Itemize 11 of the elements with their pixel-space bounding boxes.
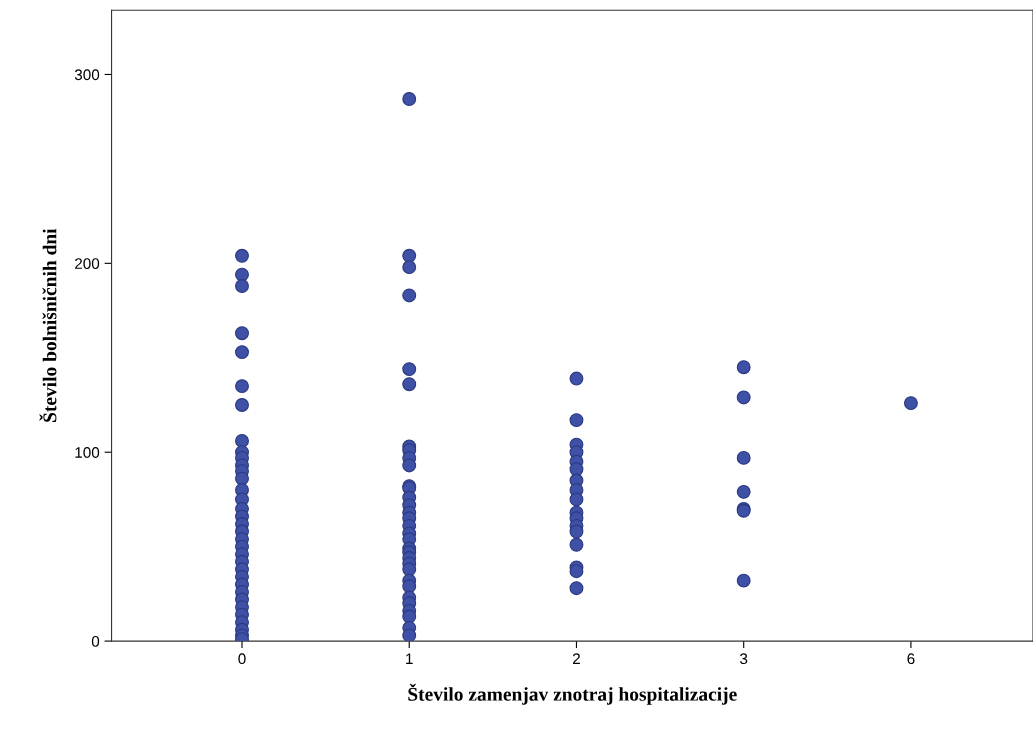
x-axis-title: Število zamenjav znotraj hospitalizacije: [408, 683, 737, 705]
x-tick-label: 6: [907, 653, 915, 665]
x-tick-label: 3: [740, 653, 748, 665]
y-tick-label: 100: [75, 447, 100, 458]
y-tick-label: 200: [75, 258, 100, 270]
x-tick-label: 2: [572, 653, 580, 664]
y-tick-label: 0: [91, 635, 100, 647]
y-tick-label: 300: [74, 69, 100, 81]
y-axis-title: Število bolnišničnih dni: [39, 228, 57, 422]
x-tick-label: 0: [238, 653, 246, 665]
x-tick-label: 1: [406, 653, 413, 664]
